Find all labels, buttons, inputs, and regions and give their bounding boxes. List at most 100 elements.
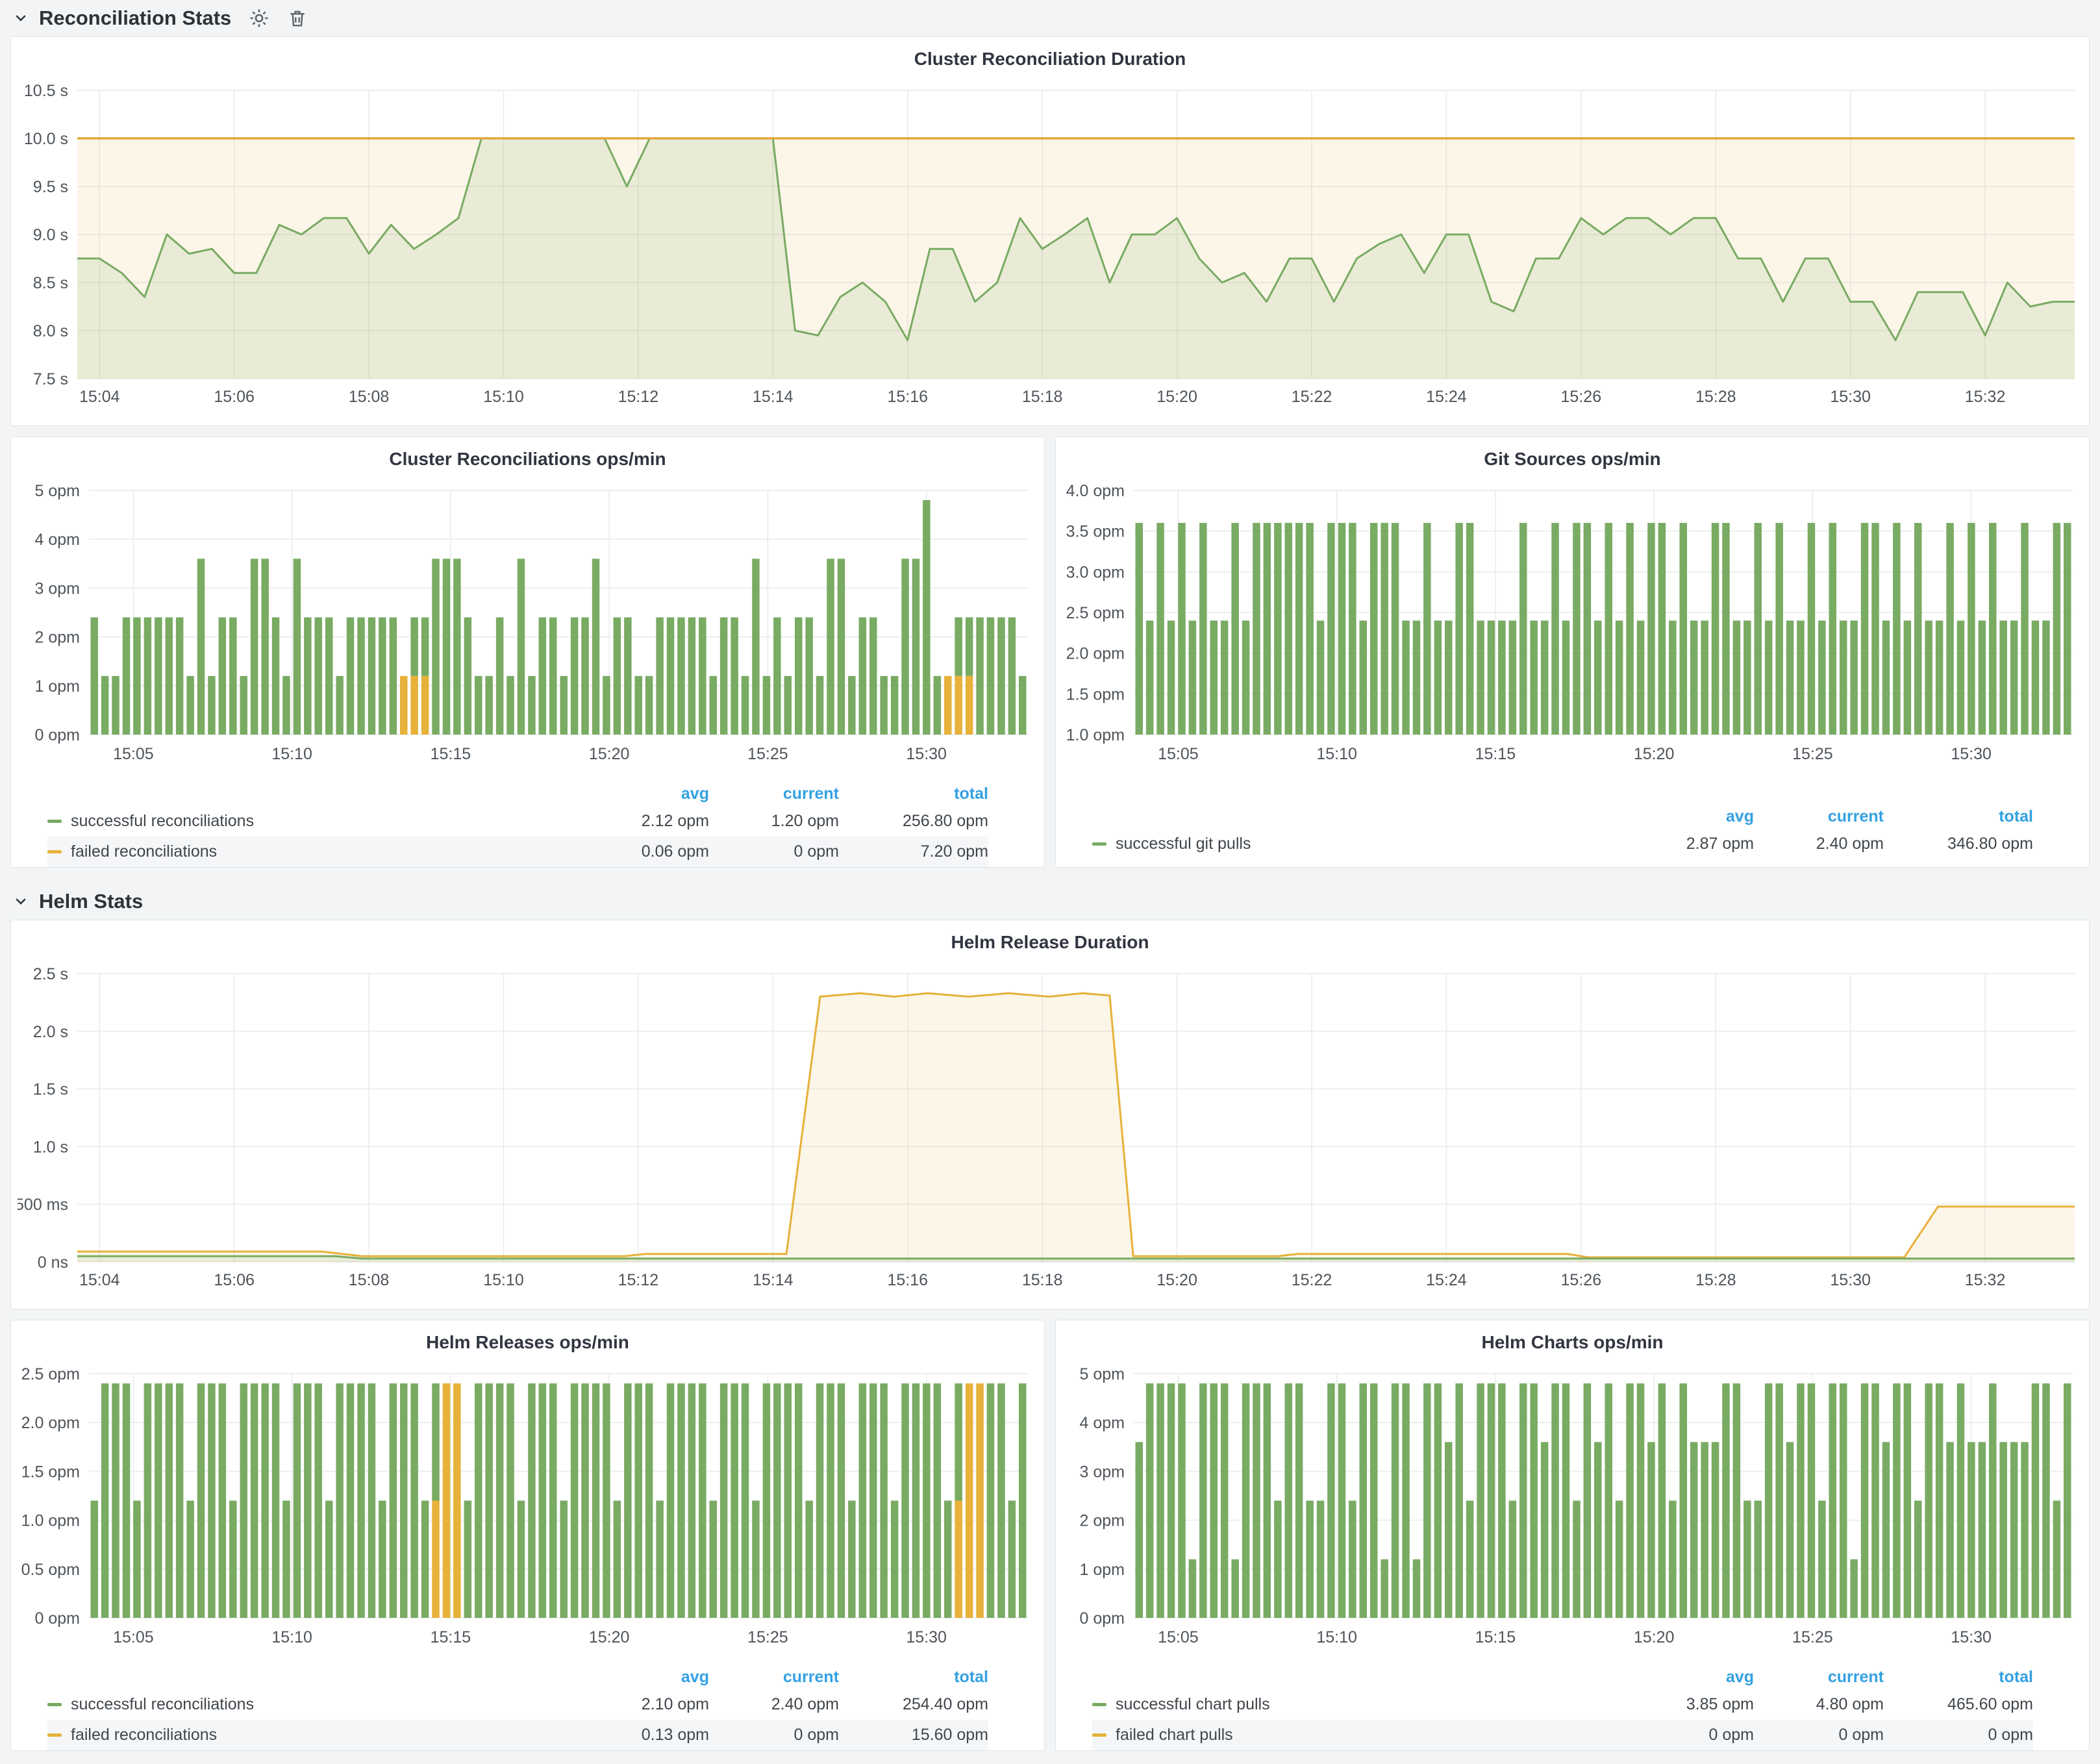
svg-text:15:15: 15:15	[430, 1628, 471, 1646]
panel-title[interactable]: Git Sources ops/min	[1484, 449, 1661, 469]
svg-text:15:20: 15:20	[1156, 1271, 1197, 1289]
series-swatch	[1092, 1733, 1106, 1737]
series-swatch	[47, 850, 62, 853]
svg-text:15:25: 15:25	[1792, 745, 1833, 763]
svg-text:15:05: 15:05	[113, 745, 154, 763]
git-sources-chart[interactable]: 15:05 15:10 15:15 15:20 15:25 15:30 4.0 opm 3.5…	[1066, 473, 2079, 779]
section-title[interactable]: Helm Stats	[39, 890, 144, 913]
svg-text:1 opm: 1 opm	[1079, 1561, 1124, 1579]
legend-table: avg current total successful chart pulls 3.8…	[1056, 1662, 2089, 1758]
svg-text:1.0 s: 1.0 s	[33, 1138, 68, 1156]
svg-text:15:30: 15:30	[1951, 1628, 1992, 1646]
svg-text:15:16: 15:16	[887, 1271, 928, 1289]
svg-text:1.5 opm: 1.5 opm	[1066, 685, 1125, 703]
legend-label[interactable]: failed chart pulls	[1116, 1726, 1233, 1744]
panel-cluster-reconciliations: Cluster Reconciliations ops/min 15:05 15:…	[10, 436, 1045, 868]
svg-text:2.0 s: 2.0 s	[33, 1023, 68, 1041]
svg-text:4 opm: 4 opm	[34, 531, 79, 549]
svg-text:15:28: 15:28	[1695, 388, 1736, 406]
legend-label[interactable]: successful reconciliations	[71, 812, 255, 830]
x-axis-labels: 15:05 15:10 15:15 15:20 15:25 15:30	[113, 1628, 947, 1646]
legend-value-avg: 0 opm	[1708, 1726, 1754, 1744]
svg-text:15:22: 15:22	[1292, 388, 1332, 406]
helm-releases-chart[interactable]: 15:05 15:10 15:15 15:20 15:25 15:30 2.5 opm 2.0…	[21, 1357, 1034, 1662]
gear-icon[interactable]	[248, 7, 270, 29]
legend-sort-total[interactable]: total	[954, 1667, 988, 1686]
legend-sort-avg[interactable]: avg	[681, 784, 709, 803]
series-swatch	[1092, 1703, 1106, 1706]
svg-text:15:16: 15:16	[887, 388, 928, 406]
panel-title[interactable]: Cluster Reconciliations ops/min	[389, 449, 666, 469]
legend-sort-avg[interactable]: avg	[681, 1667, 709, 1686]
legend-header-row: avg current total	[47, 781, 988, 806]
section-helm-stats: Helm Stats	[0, 883, 2100, 920]
svg-text:0 opm: 0 opm	[34, 726, 79, 744]
svg-text:15:12: 15:12	[618, 388, 659, 406]
series-swatch	[47, 1733, 62, 1737]
legend-table: avg current total successful reconciliation…	[11, 779, 1044, 875]
trash-icon[interactable]	[287, 8, 308, 29]
svg-text:4 opm: 4 opm	[1079, 1414, 1124, 1432]
legend-sort-total[interactable]: total	[954, 784, 988, 803]
cluster-reconciliations-chart[interactable]: 15:05 15:10 15:15 15:20 15:25 15:30 5 opm 4 opm…	[21, 473, 1034, 779]
legend-label[interactable]: successful chart pulls	[1116, 1695, 1270, 1713]
y-axis-labels: 2.5 s 2.0 s 1.5 s 1.0 s 500 ms 0 ns	[18, 965, 68, 1272]
svg-text:15:06: 15:06	[214, 388, 255, 406]
cluster-reconciliation-duration-chart[interactable]: 15:04 15:06 15:08 15:10 15:12 15:14 15:16 15:18…	[18, 73, 2082, 423]
svg-text:2.0 opm: 2.0 opm	[21, 1414, 80, 1432]
svg-text:2.0 opm: 2.0 opm	[1066, 645, 1125, 663]
svg-text:15:05: 15:05	[1158, 1628, 1199, 1646]
legend-label[interactable]: failed reconciliations	[71, 1726, 218, 1744]
panel-title[interactable]: Cluster Reconciliation Duration	[914, 49, 1186, 69]
legend-table: avg current total successful git pulls 2.87 …	[1056, 801, 2089, 867]
svg-text:15:18: 15:18	[1022, 388, 1063, 406]
panel-title[interactable]: Helm Charts ops/min	[1481, 1332, 1664, 1352]
panel-title[interactable]: Helm Release Duration	[951, 932, 1149, 952]
section-title[interactable]: Reconciliation Stats	[39, 6, 232, 29]
legend-value-current: 0 opm	[1838, 1726, 1884, 1744]
legend-header-row: avg current total	[47, 1665, 988, 1689]
legend-value-avg: 2.12 opm	[641, 812, 709, 830]
y-axis-labels: 5 opm 4 opm 3 opm 2 opm 1 opm 0 opm	[1079, 1365, 1124, 1628]
legend-label[interactable]: successful reconciliations	[71, 1695, 255, 1713]
svg-text:10.5 s: 10.5 s	[24, 82, 68, 100]
legend-sort-current[interactable]: current	[1827, 807, 1884, 825]
svg-text:2 opm: 2 opm	[34, 629, 79, 647]
legend-table: avg current total successful reconciliation…	[11, 1662, 1044, 1758]
svg-text:15:14: 15:14	[753, 388, 794, 406]
section-reconciliation-stats: Reconciliation Stats	[0, 0, 2100, 36]
legend-sort-avg[interactable]: avg	[1725, 1667, 1754, 1686]
helm-charts-chart[interactable]: 15:05 15:10 15:15 15:20 15:25 15:30 5 opm 4 opm…	[1066, 1357, 2079, 1662]
panel-title[interactable]: Helm Releases ops/min	[426, 1332, 629, 1352]
legend-sort-current[interactable]: current	[782, 784, 839, 803]
svg-text:15:15: 15:15	[430, 745, 471, 763]
helm-release-duration-chart[interactable]: 15:04 15:06 15:08 15:10 15:12 15:14 15:16 15:18…	[18, 957, 2082, 1306]
chevron-down-icon[interactable]	[13, 894, 29, 909]
legend-label[interactable]: failed reconciliations	[71, 842, 218, 861]
legend-row: successful chart pulls 3.85 opm 4.80 opm 46…	[1092, 1689, 2033, 1720]
svg-text:0 opm: 0 opm	[1079, 1609, 1124, 1628]
legend-sort-avg[interactable]: avg	[1725, 807, 1754, 825]
legend-label[interactable]: successful git pulls	[1116, 835, 1251, 853]
svg-text:3.5 opm: 3.5 opm	[1066, 523, 1125, 541]
grid-lines	[77, 973, 2075, 1263]
svg-text:7.5 s: 7.5 s	[33, 370, 68, 388]
legend-value-current: 4.80 opm	[1816, 1695, 1884, 1713]
svg-text:15:30: 15:30	[1830, 388, 1871, 406]
legend-value-total: 256.80 opm	[902, 812, 988, 830]
svg-text:15:32: 15:32	[1965, 1271, 2006, 1289]
legend-sort-total[interactable]: total	[1999, 807, 2033, 825]
y-axis-labels: 2.5 opm 2.0 opm 1.5 opm 1.0 opm 0.5 opm 0 opm	[21, 1365, 80, 1628]
svg-text:1.0 opm: 1.0 opm	[1066, 726, 1125, 744]
y-axis-labels: 10.5 s 10.0 s 9.5 s 9.0 s 8.5 s 8.0 s 7.5 s	[24, 82, 68, 388]
svg-text:15:10: 15:10	[271, 1628, 312, 1646]
legend-sort-current[interactable]: current	[1827, 1667, 1884, 1686]
legend-value-total: 7.20 opm	[920, 842, 988, 861]
x-axis-labels: 15:04 15:06 15:08 15:10 15:12 15:14 15:16 15:18…	[79, 388, 2005, 406]
svg-text:15:22: 15:22	[1292, 1271, 1332, 1289]
chevron-down-icon[interactable]	[13, 10, 29, 26]
svg-text:3.0 opm: 3.0 opm	[1066, 563, 1125, 581]
legend-sort-total[interactable]: total	[1999, 1667, 2033, 1686]
legend-sort-current[interactable]: current	[782, 1667, 839, 1686]
legend-value-avg: 0.06 opm	[641, 842, 709, 861]
